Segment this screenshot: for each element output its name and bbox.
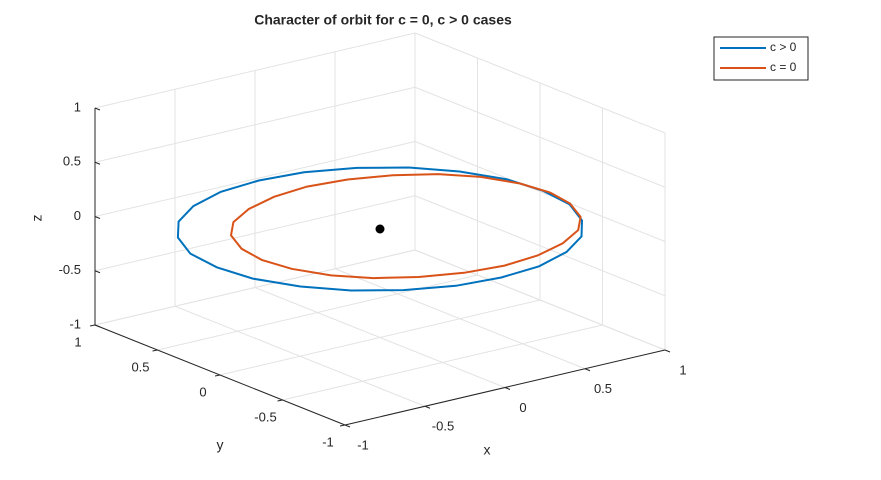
z-tick-label: 1: [74, 99, 81, 114]
grid-line: [157, 274, 478, 351]
chart-title: Character of orbit for c = 0, c > 0 case…: [254, 12, 512, 28]
x-axis-label: x: [484, 442, 491, 458]
grid-line: [282, 324, 603, 401]
grid-line: [414, 86, 666, 188]
grid-line: [94, 86, 416, 163]
orbit-line: [176, 166, 584, 292]
y-tick: [277, 399, 283, 402]
x-tick-label: 0: [519, 400, 526, 415]
grid-line: [219, 299, 541, 376]
x-tick-label: 0.5: [594, 381, 612, 396]
z-tick-label: -1: [69, 316, 81, 331]
grid-line: [414, 249, 666, 351]
grid-line: [94, 141, 416, 217]
y-tick-label: 0.5: [131, 359, 149, 374]
x-tick-label: 1: [679, 362, 686, 377]
grid-line: [94, 249, 416, 326]
x-tick: [504, 387, 511, 390]
grid-line: [94, 32, 416, 109]
z-tick: [94, 270, 101, 274]
y-tick: [152, 349, 158, 352]
y-tick-label: 0: [199, 384, 206, 399]
x-tick: [344, 424, 351, 428]
legend-label: c > 0: [770, 40, 797, 54]
grid-line: [414, 32, 666, 134]
y-tick: [339, 424, 346, 427]
x-tick: [424, 405, 431, 409]
grid-line: [414, 141, 666, 242]
y-tick-label: -1: [322, 434, 334, 449]
z-axis-label: z: [29, 215, 45, 222]
z-tick: [94, 216, 101, 219]
z-tick-label: 0.5: [63, 154, 81, 169]
x-tick-label: -1: [357, 437, 369, 452]
y-tick: [214, 374, 221, 377]
x-tick: [584, 368, 591, 372]
legend-box: [713, 36, 809, 81]
z-tick: [94, 161, 101, 165]
y-tick-label: 1: [74, 334, 81, 349]
orbit-line: [229, 173, 582, 280]
x-tick-label: -0.5: [432, 419, 454, 434]
y-tick: [89, 324, 96, 327]
z-tick: [94, 107, 101, 111]
x-tick: [664, 349, 671, 353]
focus-point: [375, 224, 385, 234]
z-tick-label: 0: [74, 208, 81, 223]
grid-line: [94, 195, 416, 272]
grid-line: [414, 195, 666, 297]
legend-label: c = 0: [770, 60, 797, 74]
z-tick-label: -0.5: [59, 262, 81, 277]
z-tick: [94, 324, 101, 328]
y-axis-label: y: [217, 437, 224, 453]
y-tick-label: -0.5: [254, 409, 276, 424]
